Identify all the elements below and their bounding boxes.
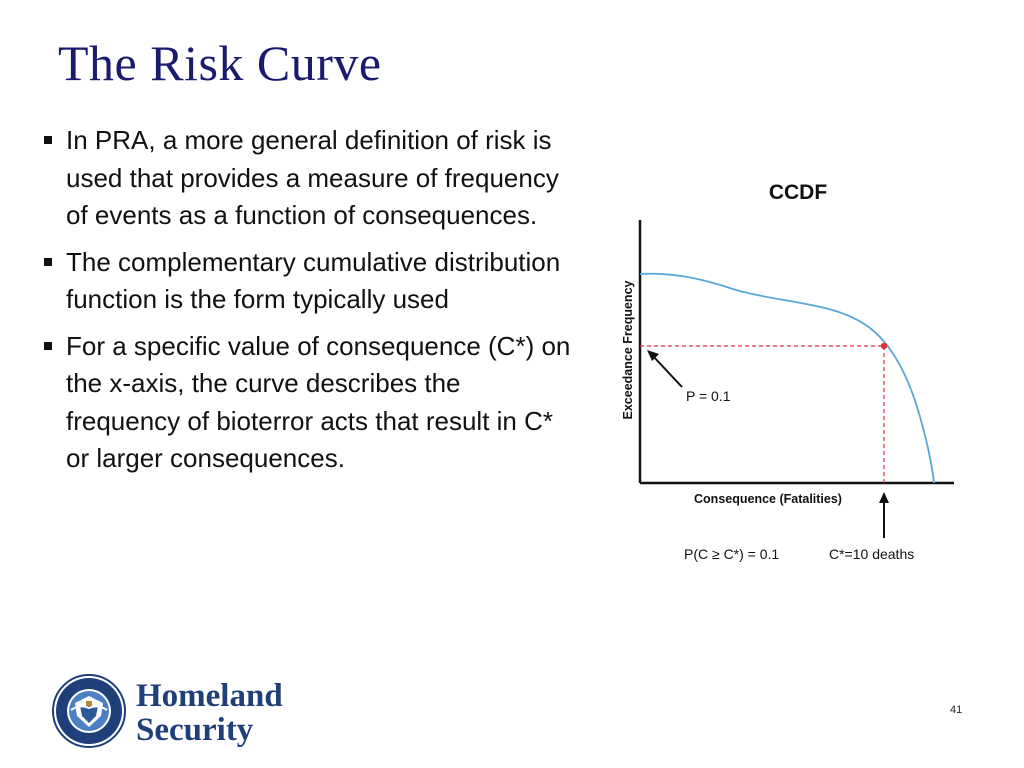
probability-annotation: P(C ≥ C*) = 0.1 [684,546,779,562]
square-bullet-icon [44,341,52,350]
chart-title: CCDF [769,181,827,204]
bullet-text: In PRA, a more general definition of ris… [66,125,559,230]
p-annotation: P = 0.1 [686,388,731,404]
bullet-text: For a specific value of consequence (C*)… [66,330,571,474]
ccdf-chart: CCDF Exceedance Frequency Consequence (F… [621,181,954,562]
slide-title: The Risk Curve [58,35,382,91]
bullet-item: For a specific value of consequence (C*)… [40,328,580,478]
x-axis-label: Consequence (Fatalities) [694,492,842,506]
dhs-seal-icon [52,674,126,748]
cstar-annotation: C*=10 deaths [829,546,914,562]
data-point-marker [880,342,888,350]
square-bullet-icon [44,257,52,266]
y-axis-label: Exceedance Frequency [621,280,635,419]
bullet-item: The complementary cumulative distributio… [40,244,580,319]
p-arrow-head [647,350,659,361]
p-arrow-line [651,354,683,388]
square-bullet-icon [44,136,52,144]
page-number: 41 [950,704,963,716]
homeland-security-wordmark: Homeland Security [136,679,283,747]
ccdf-curve [639,272,935,484]
cstar-arrow-head [879,492,889,503]
brand-line-1: Homeland [136,678,283,714]
brand-line-2: Security [136,712,254,748]
bullet-item: In PRA, a more general definition of ris… [40,122,580,235]
bullet-list: In PRA, a more general definition of ris… [40,122,580,487]
bullet-text: The complementary cumulative distributio… [66,246,561,315]
